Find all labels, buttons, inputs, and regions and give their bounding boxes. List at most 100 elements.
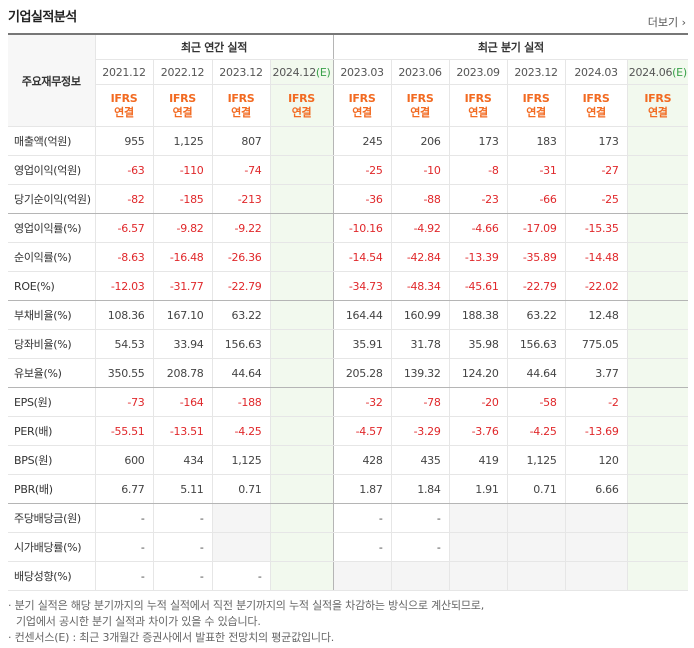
accounting-header: IFRS 연결 (506, 84, 566, 127)
period: 2022.12 (160, 65, 205, 79)
cell: 1,125 (152, 126, 212, 156)
cell: -185 (152, 184, 212, 214)
cell (269, 532, 334, 562)
cell: -22.79 (211, 271, 270, 301)
cell: 434 (152, 445, 212, 475)
cell (506, 561, 566, 591)
cell: -27 (564, 155, 628, 185)
cell: -4.25 (506, 416, 566, 446)
cell: 807 (211, 126, 270, 156)
note-text: 기업에서 공시한 분기 실적과 차이가 있을 수 있습니다. (16, 615, 261, 628)
cell (626, 213, 689, 243)
cell: 183 (506, 126, 566, 156)
cell: 0.71 (211, 474, 270, 504)
cell: 188.38 (448, 300, 508, 330)
cell: 1,125 (211, 445, 270, 475)
cell: - (390, 503, 450, 533)
cell: 63.22 (506, 300, 566, 330)
cell: -55.51 (94, 416, 153, 446)
cell (269, 358, 334, 388)
row-label: 순이익률(%) (8, 242, 95, 272)
row-label: 영업이익률(%) (8, 213, 95, 243)
data-row: 순이익률(%) -8.63 -16.48 -26.36 -14.54 -42.84 -13.… (8, 242, 689, 272)
cell (448, 532, 508, 562)
cell: -16.48 (152, 242, 212, 272)
cell (626, 155, 689, 185)
note-line: · 컨센서스(E) : 최근 3개월간 증권사에서 발표한 전망치의 평균값입니… (8, 630, 484, 646)
cell (269, 561, 334, 591)
financial-table: 주요재무정보 최근 연간 실적 최근 분기 실적 2021.12 2022.12 202… (8, 33, 689, 591)
cell: -12.03 (94, 271, 153, 301)
cell: 63.22 (211, 300, 270, 330)
cell: 44.64 (506, 358, 566, 388)
cell (269, 126, 334, 156)
row-label: 배당성향(%) (8, 561, 95, 591)
cell: 173 (564, 126, 628, 156)
cell (506, 503, 566, 533)
consolidation-basis: 연결 (114, 105, 134, 119)
cell (626, 184, 689, 214)
period: 2023.09 (456, 65, 500, 79)
cell: 206 (390, 126, 450, 156)
accounting-header: IFRS 연결 (94, 84, 153, 127)
period-header: 2023.03 (332, 59, 392, 85)
period-header: 2024.06(E) (626, 59, 689, 85)
cell: -14.54 (332, 242, 392, 272)
cell: -188 (211, 387, 270, 417)
accounting-header: IFRS 연결 (211, 84, 270, 127)
cell: 435 (390, 445, 450, 475)
cell (211, 503, 270, 533)
cell: 428 (332, 445, 392, 475)
row-label: PBR(배) (8, 474, 95, 504)
cell: 173 (448, 126, 508, 156)
cell: -26.36 (211, 242, 270, 272)
cell (269, 387, 334, 417)
more-link[interactable]: 더보기 (648, 14, 686, 30)
cell (269, 300, 334, 330)
data-row: 유보율(%) 350.55 208.78 44.64 205.28 139.32 124.2… (8, 358, 689, 388)
cell: -9.22 (211, 213, 270, 243)
cell (626, 445, 689, 475)
cell: 108.36 (94, 300, 153, 330)
data-row: BPS(원) 600 434 1,125 428 435 419 1,125 120 (8, 445, 689, 475)
period: 2023.12 (219, 65, 263, 79)
accounting-header: IFRS 연결 (626, 84, 689, 127)
cell: -82 (94, 184, 153, 214)
consolidation-basis: 연결 (410, 105, 430, 119)
cell: -22.79 (506, 271, 566, 301)
accounting-standard: IFRS (522, 91, 550, 105)
period-header: 2024.12(E) (269, 59, 334, 85)
row-label: 당좌비율(%) (8, 329, 95, 359)
cell: -36 (332, 184, 392, 214)
cell: - (390, 532, 450, 562)
cell: 160.99 (390, 300, 450, 330)
cell: - (211, 561, 270, 591)
row-label: 영업이익(억원) (8, 155, 95, 185)
cell: 5.11 (152, 474, 212, 504)
cell: -23 (448, 184, 508, 214)
data-row: 당좌비율(%) 54.53 33.94 156.63 35.91 31.78 35.98 15… (8, 329, 689, 359)
cell: 1.84 (390, 474, 450, 504)
note-text: 컨센서스(E) : 최근 3개월간 증권사에서 발표한 전망치의 평균값입니다. (14, 631, 335, 644)
cell (269, 213, 334, 243)
cell: -66 (506, 184, 566, 214)
consolidation-basis: 연결 (352, 105, 372, 119)
data-row: PER(배) -55.51 -13.51 -4.25 -4.57 -3.29 -3.76 -4… (8, 416, 689, 446)
cell: 1,125 (506, 445, 566, 475)
cell: -31.77 (152, 271, 212, 301)
cell (626, 387, 689, 417)
cell: 6.77 (94, 474, 153, 504)
cell: 0.71 (506, 474, 566, 504)
estimate-mark: (E) (672, 65, 687, 79)
cell: 600 (94, 445, 153, 475)
group-header: 최근 연간 실적 (94, 33, 334, 60)
data-row: 부채비율(%) 108.36 167.10 63.22 164.44 160.99 188.… (8, 300, 689, 330)
cell (269, 329, 334, 359)
cell: - (152, 561, 212, 591)
row-label: 당기순이익(억원) (8, 184, 95, 214)
note-text: 분기 실적은 해당 분기까지의 누적 실적에서 직전 분기까지의 누적 실적을 … (14, 599, 485, 612)
cell: -58 (506, 387, 566, 417)
cell: -3.76 (448, 416, 508, 446)
cell: 31.78 (390, 329, 450, 359)
